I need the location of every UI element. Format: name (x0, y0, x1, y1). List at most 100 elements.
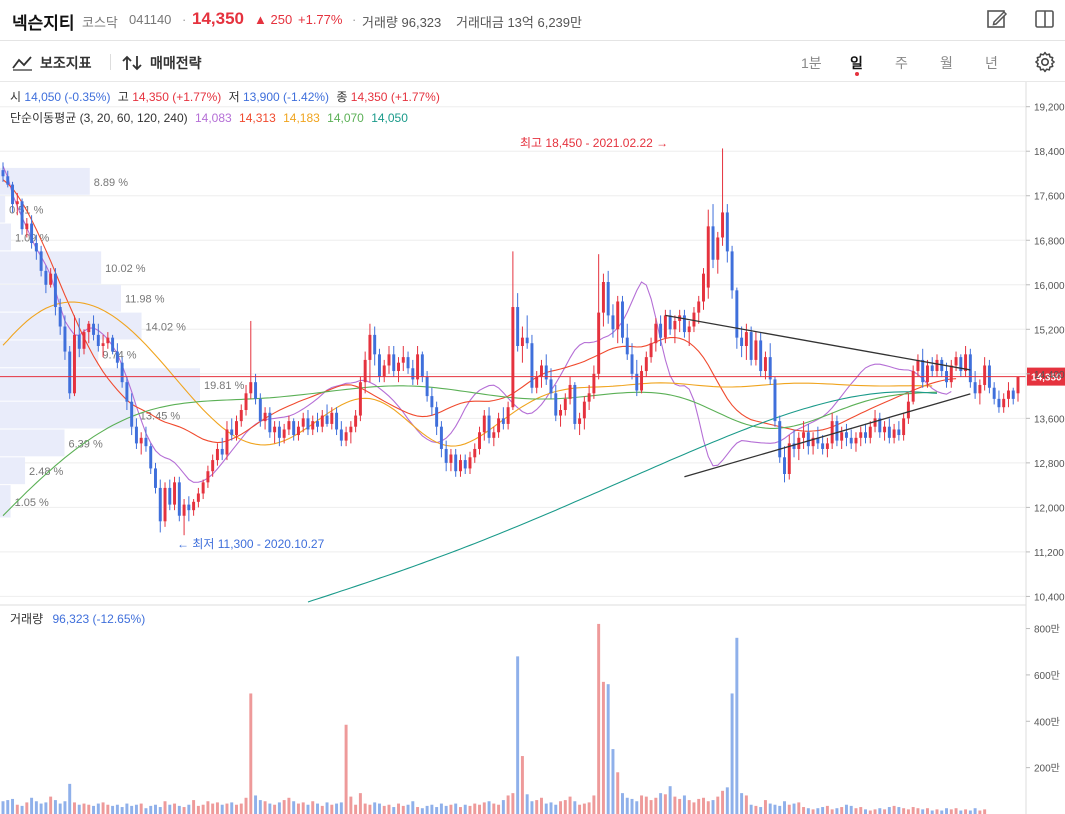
candle-body (487, 415, 491, 438)
candle-body (649, 343, 653, 358)
volume-bar (368, 804, 372, 814)
candle-body (659, 323, 663, 338)
profile-bar (0, 429, 65, 457)
volume-bar (187, 804, 191, 814)
volume-bar (725, 787, 729, 814)
volume-bar (830, 809, 834, 814)
candle-body (258, 398, 262, 422)
volume-bar (783, 801, 786, 814)
candle-body (182, 504, 186, 516)
gear-icon[interactable] (1034, 51, 1056, 73)
volume-bar (382, 805, 386, 814)
volume-bar (206, 801, 210, 814)
volume-bar (358, 793, 362, 814)
volume-bar (258, 800, 262, 814)
candle-body (640, 371, 644, 391)
volume-bar (158, 807, 162, 814)
volume-tick-label: 400만 (1034, 716, 1060, 728)
candle-body (420, 354, 424, 377)
candle-body (20, 201, 24, 230)
volume-bar (225, 803, 229, 814)
volume-bar (735, 637, 739, 814)
volume-bar (578, 804, 582, 814)
price-tick-label: 16,000 (1034, 281, 1065, 292)
high-annotation: 최고 18,450 - 2021.02.22 → (520, 136, 668, 150)
price-tick-label: 16,800 (1034, 236, 1065, 247)
volume-bar (682, 795, 686, 814)
volume-bar (763, 800, 767, 814)
candle-body (292, 421, 296, 436)
price-chart[interactable]: 8.89 %0.51 %1.09 %10.02 %11.98 %14.02 %9… (0, 82, 1065, 814)
period-day[interactable]: 일 (850, 55, 863, 71)
volume-bar (954, 808, 958, 814)
volume-bar (77, 804, 81, 814)
volume-bar (964, 809, 968, 814)
buy-sell-arrows-icon (122, 55, 142, 71)
volume-bar (621, 793, 624, 814)
candle-body (1011, 390, 1015, 399)
strategy-button[interactable]: 매매전략 (122, 53, 202, 73)
price-tick-label: 10,400 (1034, 592, 1065, 603)
profile-bar (0, 340, 99, 368)
split-layout-icon[interactable] (1034, 8, 1056, 30)
volume-bar (868, 810, 872, 814)
period-minute[interactable]: 1분 (801, 55, 822, 71)
candle-body (92, 323, 96, 335)
volume-bar (921, 809, 925, 814)
candle-body (377, 354, 381, 377)
profile-pct-label: 13.45 % (140, 411, 181, 423)
active-period-indicator (855, 72, 859, 76)
candle-body (625, 337, 629, 355)
volume-bar (644, 796, 648, 814)
period-month[interactable]: 월 (940, 55, 953, 71)
candle-body (792, 443, 796, 449)
candle-body (854, 437, 858, 444)
candle-body (397, 362, 400, 372)
candle-body (435, 407, 439, 427)
candle-body (30, 223, 34, 244)
volume-bar (511, 793, 515, 814)
ma-line-ma120 (2, 385, 938, 517)
volume-panel-value: 96,323 (-12.65%) (52, 612, 145, 626)
candle-body (835, 421, 839, 441)
candle-body (68, 351, 72, 394)
volume-bar (87, 804, 91, 814)
candle-body (58, 307, 62, 327)
volume-bar (716, 796, 720, 814)
period-year[interactable]: 년 (985, 55, 998, 71)
price-tick-label: 18,400 (1034, 147, 1065, 158)
candle-body (582, 401, 586, 419)
price-tick-label: 12,800 (1034, 459, 1065, 470)
volume-bar (301, 802, 305, 814)
candle-body (754, 340, 758, 360)
volume-bar (211, 803, 215, 814)
volume-bar (516, 656, 520, 814)
volume-bar (554, 804, 558, 814)
candle-body (235, 421, 238, 436)
volume-bar (687, 800, 691, 814)
volume-bar (487, 801, 491, 814)
volume-bar (92, 805, 96, 814)
candle-body (730, 251, 734, 291)
candle-body (120, 362, 124, 383)
candle-body (87, 323, 91, 333)
indicator-button[interactable]: 보조지표 (12, 53, 92, 73)
edit-icon[interactable] (986, 8, 1008, 30)
candle-body (144, 437, 148, 447)
trendlines[interactable] (665, 314, 971, 478)
price-tick-label: 17,600 (1034, 192, 1065, 203)
volume-bar (582, 803, 586, 814)
candle-body (349, 426, 353, 433)
volume-bar (387, 804, 391, 814)
period-week[interactable]: 주 (895, 55, 908, 71)
volume-bar (330, 804, 334, 814)
volume-bar (311, 801, 315, 814)
low-annotation: ← 최저 11,300 - 2020.10.27 (177, 537, 325, 551)
volume-bar (273, 804, 277, 814)
volume-bar (816, 808, 820, 814)
volume-bar (849, 805, 853, 814)
candle-body (225, 429, 229, 455)
volume-bar (663, 794, 667, 814)
volume-bar (306, 804, 310, 814)
volume-legend: 거래량 96,323 (-12.65%) (10, 612, 145, 626)
